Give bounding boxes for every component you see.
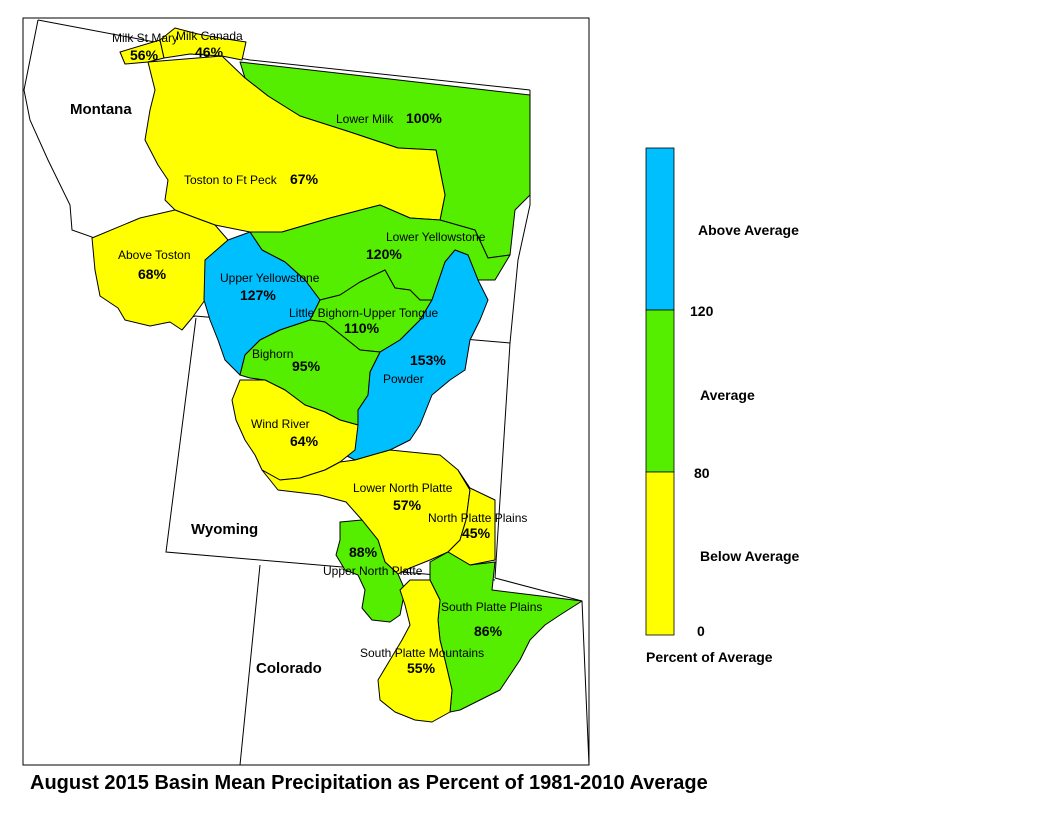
basin-above-toston[interactable] <box>91 209 229 331</box>
basin-name-label: North Platte Plains <box>428 511 527 525</box>
legend-swatch-below <box>645 471 675 636</box>
basin-percent-label: 46% <box>195 44 224 60</box>
basin-name-label: Upper Yellowstone <box>220 271 320 285</box>
basin-percent-label: 100% <box>406 110 442 126</box>
basin-percent-label: 67% <box>290 171 319 187</box>
basin-south-platte-mountains[interactable] <box>377 579 453 723</box>
legend-caption: Percent of Average <box>646 649 773 665</box>
state-label-colorado: Colorado <box>256 660 322 677</box>
legend-tick: 0 <box>697 623 705 639</box>
basin-name-label: Milk St Mary <box>112 31 178 45</box>
basin-name-label: Bighorn <box>252 347 293 361</box>
basin-milk-canada[interactable] <box>159 27 247 61</box>
basin-name-label: Lower North Platte <box>353 481 453 495</box>
legend-tick: 120 <box>690 303 714 319</box>
basin-name-label: Milk Canada <box>176 29 243 43</box>
basin-name-label: Upper North Platte <box>323 564 423 578</box>
basin-percent-label: 56% <box>130 47 159 63</box>
basin-percent-label: 153% <box>410 352 446 368</box>
basins <box>91 27 583 723</box>
basin-upper-north-platte[interactable] <box>335 519 406 623</box>
basin-percent-label: 88% <box>349 544 378 560</box>
basin-percent-label: 57% <box>393 497 422 513</box>
state-label-wyoming: Wyoming <box>191 521 258 538</box>
basin-name-label: Little Bighorn-Upper Tongue <box>289 306 439 320</box>
basin-percent-label: 86% <box>474 623 503 639</box>
legend-swatch-above <box>645 147 675 311</box>
basin-percent-label: 45% <box>462 525 491 541</box>
basin-name-label: Lower Yellowstone <box>386 230 486 244</box>
basin-name-label: Wind River <box>251 417 310 431</box>
legend-label-average: Average <box>700 387 755 403</box>
basin-percent-label: 120% <box>366 246 402 262</box>
state-label-montana: Montana <box>70 101 132 118</box>
legend-label-below: Below Average <box>700 548 800 564</box>
basin-name-label: Toston to Ft Peck <box>184 173 278 187</box>
basin-labels: Milk St Mary 56% Milk Canada 46% Lower M… <box>112 29 542 676</box>
basin-percent-label: 127% <box>240 287 276 303</box>
colorado-west-border <box>239 564 261 766</box>
basin-milk-st-mary[interactable] <box>119 39 165 65</box>
basin-percent-label: 64% <box>290 433 319 449</box>
basin-name-label: South Platte Plains <box>441 600 542 614</box>
basin-name-label: Powder <box>383 372 424 386</box>
basin-percent-label: 110% <box>344 320 380 336</box>
montana-north-border <box>37 19 531 91</box>
basin-name-label: Lower Milk <box>336 112 394 126</box>
legend: Above Average Average Below Average 120 … <box>645 147 800 665</box>
basin-percent-label: 68% <box>138 266 167 282</box>
basin-name-label: South Platte Mountains <box>360 646 484 660</box>
map-title: August 2015 Basin Mean Precipitation as … <box>30 772 708 794</box>
legend-swatch-average <box>645 309 675 473</box>
legend-label-above: Above Average <box>698 222 799 238</box>
basin-percent-label: 55% <box>407 660 436 676</box>
basin-percent-label: 95% <box>292 358 321 374</box>
basin-name-label: Above Toston <box>118 248 191 262</box>
legend-tick: 80 <box>694 465 710 481</box>
